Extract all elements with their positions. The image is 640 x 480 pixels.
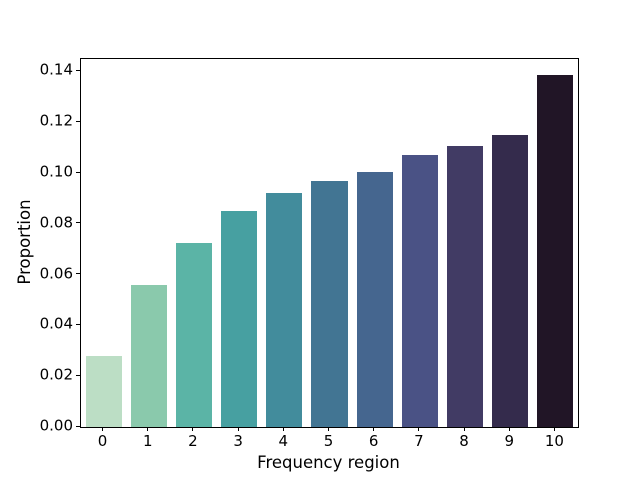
x-tick-mark (282, 427, 284, 431)
y-tick-mark (76, 273, 80, 275)
x-tick-label: 9 (504, 432, 514, 450)
bar-4 (266, 193, 303, 427)
x-tick-mark (192, 427, 194, 431)
x-tick-mark (373, 427, 375, 431)
x-tick-label: 7 (414, 432, 424, 450)
x-tick-label: 0 (97, 432, 108, 450)
y-tick-label: 0.06 (39, 264, 73, 283)
bar-9 (492, 134, 529, 427)
y-tick-label: 0.14 (39, 60, 73, 79)
bar-0 (85, 355, 122, 427)
y-tick-mark (76, 69, 80, 71)
y-tick-mark (76, 222, 80, 224)
x-tick-mark (508, 427, 510, 431)
bar-7 (401, 155, 438, 427)
x-tick-label: 8 (459, 432, 469, 450)
x-tick-label: 10 (544, 432, 564, 450)
y-tick-label: 0.02 (39, 365, 73, 384)
x-tick-label: 5 (323, 432, 334, 450)
x-tick-label: 1 (142, 432, 153, 450)
y-tick-label: 0.00 (39, 416, 73, 435)
y-tick-mark (76, 425, 80, 427)
x-tick-mark (147, 427, 149, 431)
x-tick-label: 4 (278, 432, 289, 450)
bar-5 (311, 180, 348, 427)
plot-area (80, 58, 579, 428)
y-axis-label: Proportion (15, 199, 34, 285)
x-axis-label: Frequency region (257, 453, 400, 472)
y-tick-mark (76, 323, 80, 325)
y-tick-mark (76, 171, 80, 173)
x-tick-mark (237, 427, 239, 431)
y-tick-mark (76, 120, 80, 122)
y-tick-mark (76, 374, 80, 376)
y-tick-label: 0.12 (39, 111, 73, 130)
bar-2 (175, 242, 213, 427)
x-tick-mark (553, 427, 555, 431)
bar-10 (537, 75, 574, 427)
bar-8 (446, 146, 484, 427)
x-tick-mark (418, 427, 420, 431)
y-tick-label: 0.10 (39, 162, 73, 181)
y-tick-label: 0.04 (39, 314, 73, 333)
x-tick-mark (102, 427, 104, 431)
x-tick-label: 6 (368, 432, 379, 450)
x-tick-mark (463, 427, 465, 431)
bar-3 (221, 211, 258, 427)
x-tick-label: 3 (233, 432, 243, 450)
y-tick-label: 0.08 (39, 213, 73, 232)
x-tick-label: 2 (188, 432, 198, 450)
bar-6 (356, 171, 393, 427)
bar-1 (130, 284, 167, 427)
x-tick-mark (328, 427, 329, 431)
